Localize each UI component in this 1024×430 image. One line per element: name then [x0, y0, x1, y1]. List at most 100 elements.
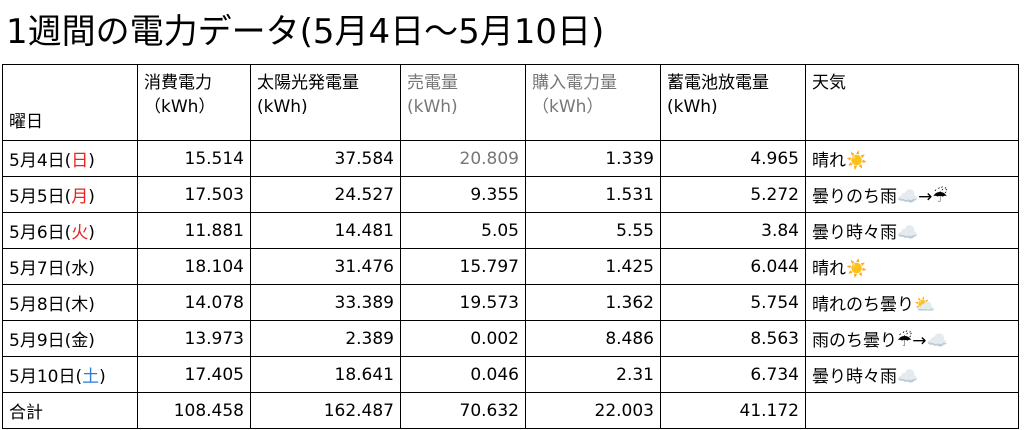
- date-cell: 5月8日(木): [2, 284, 138, 321]
- header-text: （kWh）: [144, 97, 216, 117]
- weather-cell: 晴れ☀️: [805, 140, 1019, 177]
- date-part: 水: [71, 259, 89, 279]
- weather-cell: 曇り時々雨☁️: [805, 212, 1019, 249]
- header-cell: 売電量 (kWh): [400, 64, 526, 141]
- date-part: 土: [82, 367, 100, 387]
- value-cell: 0.046: [400, 356, 526, 393]
- data-row: 5月10日(土) 17.405 18.641 0.046 2.31 6.734 曇り時々雨☁…: [2, 356, 1019, 393]
- value-cell: 19.573: [400, 284, 526, 321]
- date-part: 日: [71, 151, 89, 171]
- date-part: 木: [71, 295, 89, 315]
- header-text: (kWh): [257, 97, 308, 117]
- value-cell: 14.481: [250, 212, 401, 249]
- data-row: 5月5日(月) 17.503 24.527 9.355 1.531 5.272 曇りのち雨☁…: [2, 176, 1019, 213]
- date-part: 5月8日(: [9, 295, 72, 315]
- value-cell: 1.531: [525, 176, 661, 213]
- total-cell: 41.172: [660, 392, 806, 429]
- date-part: 5月4日(: [9, 151, 72, 171]
- value-cell: 6.044: [660, 248, 806, 285]
- date-part: ): [88, 151, 95, 171]
- date-part: ): [88, 223, 95, 243]
- date-part: ): [88, 331, 95, 351]
- header-text: 天気: [812, 73, 846, 93]
- table: 曜日 消費電力 （kWh） 太陽光発電量 (kWh) 売電量 (kWh) 購入電力量 （kWh）…: [2, 64, 1019, 429]
- value-cell: 33.389: [250, 284, 401, 321]
- weather-cell: 曇り時々雨☁️: [805, 356, 1019, 393]
- value-cell: 0.002: [400, 320, 526, 357]
- date-cell: 5月9日(金): [2, 320, 138, 357]
- total-cell: 108.458: [137, 392, 251, 429]
- data-row: 5月4日(日) 15.514 37.584 20.809 1.339 4.965 晴れ☀️: [2, 140, 1019, 177]
- weather-cell: 曇りのち雨☁️→☔: [805, 176, 1019, 213]
- value-cell: 8.486: [525, 320, 661, 357]
- value-cell: 9.355: [400, 176, 526, 213]
- data-row: 5月9日(金) 13.973 2.389 0.002 8.486 8.563 雨のち曇り☔→…: [2, 320, 1019, 357]
- header-cell: 蓄電池放電量 (kWh): [660, 64, 806, 141]
- value-cell: 18.641: [250, 356, 401, 393]
- header-text: 蓄電池放電量: [667, 73, 769, 93]
- value-cell: 3.84: [660, 212, 806, 249]
- date-part: 5月7日(: [9, 259, 72, 279]
- date-part: 5月9日(: [9, 331, 72, 351]
- date-cell: 5月5日(月): [2, 176, 138, 213]
- header-cell: 天気: [805, 64, 1019, 141]
- data-row: 5月8日(木) 14.078 33.389 19.573 1.362 5.754 晴れのち曇…: [2, 284, 1019, 321]
- date-cell: 5月10日(土): [2, 356, 138, 393]
- value-cell: 14.078: [137, 284, 251, 321]
- total-label: 合計: [2, 392, 138, 429]
- data-row: 5月6日(火) 11.881 14.481 5.05 5.55 3.84 曇り時々雨☁️: [2, 212, 1019, 249]
- empty-cell: [805, 392, 1019, 429]
- value-cell: 37.584: [250, 140, 401, 177]
- header-text: 購入電力量: [532, 73, 617, 93]
- date-part: 月: [71, 187, 89, 207]
- date-part: 5月5日(: [9, 187, 72, 207]
- header-cell: 曜日: [2, 64, 138, 141]
- header-text: 太陽光発電量: [257, 73, 359, 93]
- title: 1週間の電力データ(5月4日〜5月10日): [6, 12, 605, 52]
- value-cell: 17.503: [137, 176, 251, 213]
- total-cell: 162.487: [250, 392, 401, 429]
- value-cell: 1.362: [525, 284, 661, 321]
- value-cell: 15.797: [400, 248, 526, 285]
- date-cell: 5月7日(水): [2, 248, 138, 285]
- value-cell: 13.973: [137, 320, 251, 357]
- date-part: ): [88, 295, 95, 315]
- date-part: 5月6日(: [9, 223, 72, 243]
- header-text: 売電量: [407, 73, 458, 93]
- value-cell: 4.965: [660, 140, 806, 177]
- value-cell: 5.55: [525, 212, 661, 249]
- value-cell: 2.389: [250, 320, 401, 357]
- weather-cell: 雨のち曇り☔→☁️: [805, 320, 1019, 357]
- header-text: 消費電力: [144, 73, 212, 93]
- weather-cell: 晴れ☀️: [805, 248, 1019, 285]
- value-cell: 24.527: [250, 176, 401, 213]
- header-cell: 購入電力量 （kWh）: [525, 64, 661, 141]
- data-row: 5月7日(水) 18.104 31.476 15.797 1.425 6.044 晴れ☀️: [2, 248, 1019, 285]
- header-row: 曜日 消費電力 （kWh） 太陽光発電量 (kWh) 売電量 (kWh) 購入電力量 （kWh）…: [2, 64, 1019, 141]
- total-row: 合計 108.458 162.487 70.632 22.003 41.172: [2, 392, 1019, 429]
- value-cell: 2.31: [525, 356, 661, 393]
- total-cell: 70.632: [400, 392, 526, 429]
- value-cell: 1.339: [525, 140, 661, 177]
- header-text: (kWh): [407, 97, 458, 117]
- value-cell: 11.881: [137, 212, 251, 249]
- header-text: (kWh): [667, 97, 718, 117]
- date-part: 金: [71, 331, 89, 351]
- value-cell: 5.272: [660, 176, 806, 213]
- header-text: （kWh）: [532, 97, 604, 117]
- header-cell: 太陽光発電量 (kWh): [250, 64, 401, 141]
- value-cell: 15.514: [137, 140, 251, 177]
- date-part: ): [88, 259, 95, 279]
- date-cell: 5月4日(日): [2, 140, 138, 177]
- weather-cell: 晴れのち曇り⛅: [805, 284, 1019, 321]
- date-cell: 5月6日(火): [2, 212, 138, 249]
- value-cell: 18.104: [137, 248, 251, 285]
- value-cell: 31.476: [250, 248, 401, 285]
- header-cell: 消費電力 （kWh）: [137, 64, 251, 141]
- value-cell: 6.734: [660, 356, 806, 393]
- date-part: ): [88, 187, 95, 207]
- header-text: 曜日: [9, 112, 43, 132]
- date-part: 5月10日(: [9, 367, 83, 387]
- value-cell: 8.563: [660, 320, 806, 357]
